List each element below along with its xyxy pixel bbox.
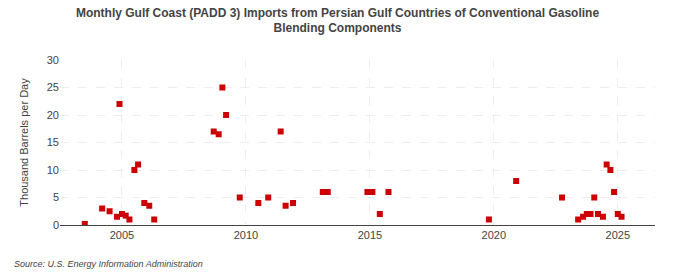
svg-text:2010: 2010 — [234, 229, 258, 241]
svg-text:25: 25 — [47, 81, 59, 93]
svg-text:20: 20 — [47, 109, 59, 121]
svg-text:2025: 2025 — [606, 229, 630, 241]
svg-text:30: 30 — [47, 54, 59, 66]
svg-text:2020: 2020 — [482, 229, 506, 241]
svg-text:15: 15 — [47, 136, 59, 148]
svg-text:10: 10 — [47, 164, 59, 176]
svg-text:2005: 2005 — [110, 229, 134, 241]
svg-text:Thousand Barrels per Day: Thousand Barrels per Day — [18, 78, 30, 207]
svg-text:0: 0 — [53, 219, 59, 231]
svg-text:2015: 2015 — [358, 229, 382, 241]
svg-text:Source: U.S. Energy Informatio: Source: U.S. Energy Information Administ… — [14, 259, 203, 269]
svg-text:Monthly Gulf Coast (PADD 3) Im: Monthly Gulf Coast (PADD 3) Imports from… — [76, 6, 599, 36]
svg-text:5: 5 — [53, 191, 59, 203]
